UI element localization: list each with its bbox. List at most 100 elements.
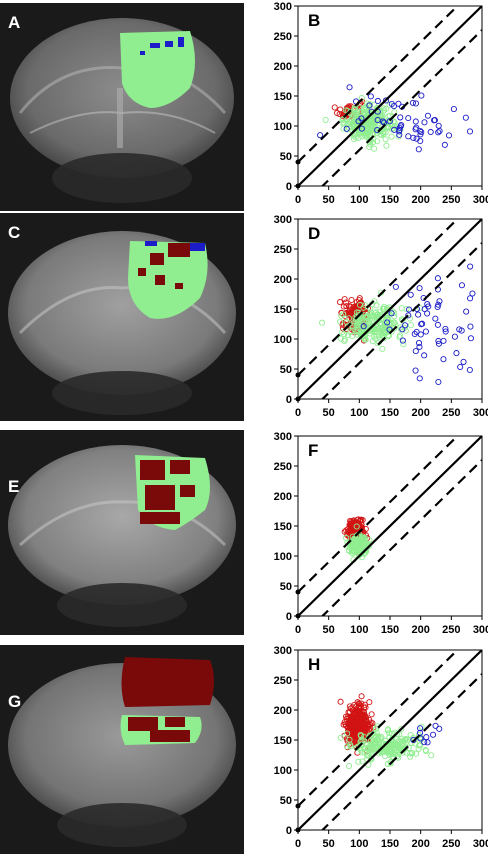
scatter-point-green	[374, 311, 381, 319]
x-tick-label: 150	[381, 838, 399, 850]
scatter-point-blue	[399, 337, 406, 344]
scatter-point-green	[360, 539, 368, 546]
scatter-point-blue	[435, 340, 442, 347]
scatter-point-green	[397, 332, 404, 339]
scatter-chart-f: 0 50 100 150 200 250 300 0 50 100 150 200 250 300 F	[274, 431, 488, 636]
scatter-point-green	[391, 309, 398, 317]
x-tick-label: 0	[295, 838, 301, 850]
scatter-point-green	[399, 317, 406, 324]
scatter-point-red	[344, 724, 351, 731]
scatter-point-red	[337, 698, 344, 705]
line-intercept-dot	[295, 396, 301, 402]
scatter-point-green	[390, 741, 397, 748]
scatter-point-green	[382, 747, 389, 754]
scatter-point-blue	[343, 125, 350, 132]
mri-panel-g: G	[0, 645, 244, 854]
scatter-point-green	[356, 104, 363, 111]
x-tick-label: 0	[295, 407, 301, 419]
scatter-point-blue	[432, 722, 439, 729]
scatter-point-blue	[355, 118, 362, 125]
line-intercept-dot	[295, 372, 301, 378]
scatter-point-blue	[436, 725, 443, 732]
scatter-point-green	[388, 133, 395, 140]
scatter-point-blue	[416, 343, 423, 350]
scatter-point-blue	[421, 352, 428, 359]
scatter-point-red	[356, 723, 363, 730]
scatter-chart-h: 0 50 100 150 200 250 300 0 50 100 150 200 250 300 H	[274, 645, 488, 850]
scatter-point-blue	[416, 285, 423, 292]
mri-panel-e: E	[0, 430, 244, 638]
scatter-point-green	[370, 139, 377, 146]
scatter-point-red	[343, 722, 350, 729]
x-tick-label: 0	[295, 194, 301, 206]
scatter-point-red	[331, 104, 338, 111]
dashed-reference-line	[298, 219, 460, 376]
scatter-point-green	[351, 105, 358, 113]
scatter-point-blue	[422, 328, 429, 335]
scatter-point-green	[340, 311, 347, 318]
scatter-point-green	[361, 336, 368, 343]
scatter-point-green	[392, 744, 399, 751]
panel-label-e: E	[8, 477, 19, 496]
scatter-point-green	[378, 734, 385, 741]
scatter-point-blue	[415, 339, 423, 347]
y-tick-label: 0	[286, 611, 292, 623]
scatter-point-green	[355, 758, 362, 765]
scatter-point-blue	[436, 127, 443, 135]
scatter-point-blue	[317, 132, 324, 139]
scatter-point-green	[337, 318, 344, 325]
y-tick-label: 250	[274, 31, 292, 43]
scatter-point-green	[383, 314, 390, 322]
scatter-point-green	[403, 306, 410, 313]
dashed-reference-line	[320, 673, 482, 830]
scatter-point-green	[389, 750, 396, 757]
scatter-point-blue	[417, 331, 424, 338]
scatter-point-blue	[416, 127, 424, 134]
x-tick-label: 150	[381, 624, 399, 636]
scatter-point-green	[358, 741, 365, 748]
scatter-panel-h: 0 50 100 150 200 250 300 0 50 100 150 200 250 300 H	[244, 644, 488, 854]
scatter-point-red	[351, 303, 358, 310]
y-tick-label: 200	[274, 705, 292, 717]
x-tick-label: 150	[381, 194, 399, 206]
scatter-point-green	[350, 132, 357, 139]
scatter-point-blue	[410, 134, 417, 141]
line-intercept-dot	[295, 613, 301, 619]
y-tick-label: 250	[274, 244, 292, 256]
scatter-point-green	[322, 116, 329, 123]
y-tick-label: 100	[274, 551, 292, 563]
scatter-point-blue	[405, 312, 412, 319]
scatter-point-green	[376, 332, 383, 339]
scatter-point-blue	[451, 333, 458, 340]
scatter-point-red	[337, 106, 344, 113]
y-tick-label: 250	[274, 461, 292, 473]
scatter-point-blue	[412, 367, 419, 374]
lesion-region-green	[120, 31, 195, 108]
y-tick-label: 300	[274, 431, 292, 443]
scatter-point-blue	[407, 291, 414, 298]
scatter-point-red	[358, 693, 365, 700]
scatter-point-blue	[462, 114, 469, 121]
scatter-point-red	[347, 312, 354, 319]
scatter-point-blue	[430, 731, 437, 738]
scatter-point-red	[343, 303, 350, 310]
scatter-point-blue	[396, 124, 403, 131]
scatter-panel-f: 0 50 100 150 200 250 300 0 50 100 150 200 250 300 F	[244, 430, 488, 640]
scatter-point-blue	[424, 739, 431, 746]
scatter-point-green	[372, 738, 379, 745]
scatter-point-red	[338, 309, 345, 317]
scatter-point-green	[407, 322, 414, 329]
scatter-point-green	[341, 336, 348, 343]
mri-image-e: E	[0, 430, 244, 635]
scatter-point-blue	[382, 97, 390, 104]
x-tick-label: 50	[323, 838, 335, 850]
scatter-point-green	[384, 727, 391, 734]
line-intercept-dot	[295, 183, 301, 189]
scatter-point-blue	[346, 84, 353, 91]
scatter-point-green	[374, 323, 381, 330]
y-tick-label: 250	[274, 675, 292, 687]
y-tick-label: 200	[274, 61, 292, 73]
scatter-point-blue	[445, 132, 453, 139]
scatter-point-green	[344, 743, 351, 750]
scatter-point-red	[350, 519, 357, 527]
